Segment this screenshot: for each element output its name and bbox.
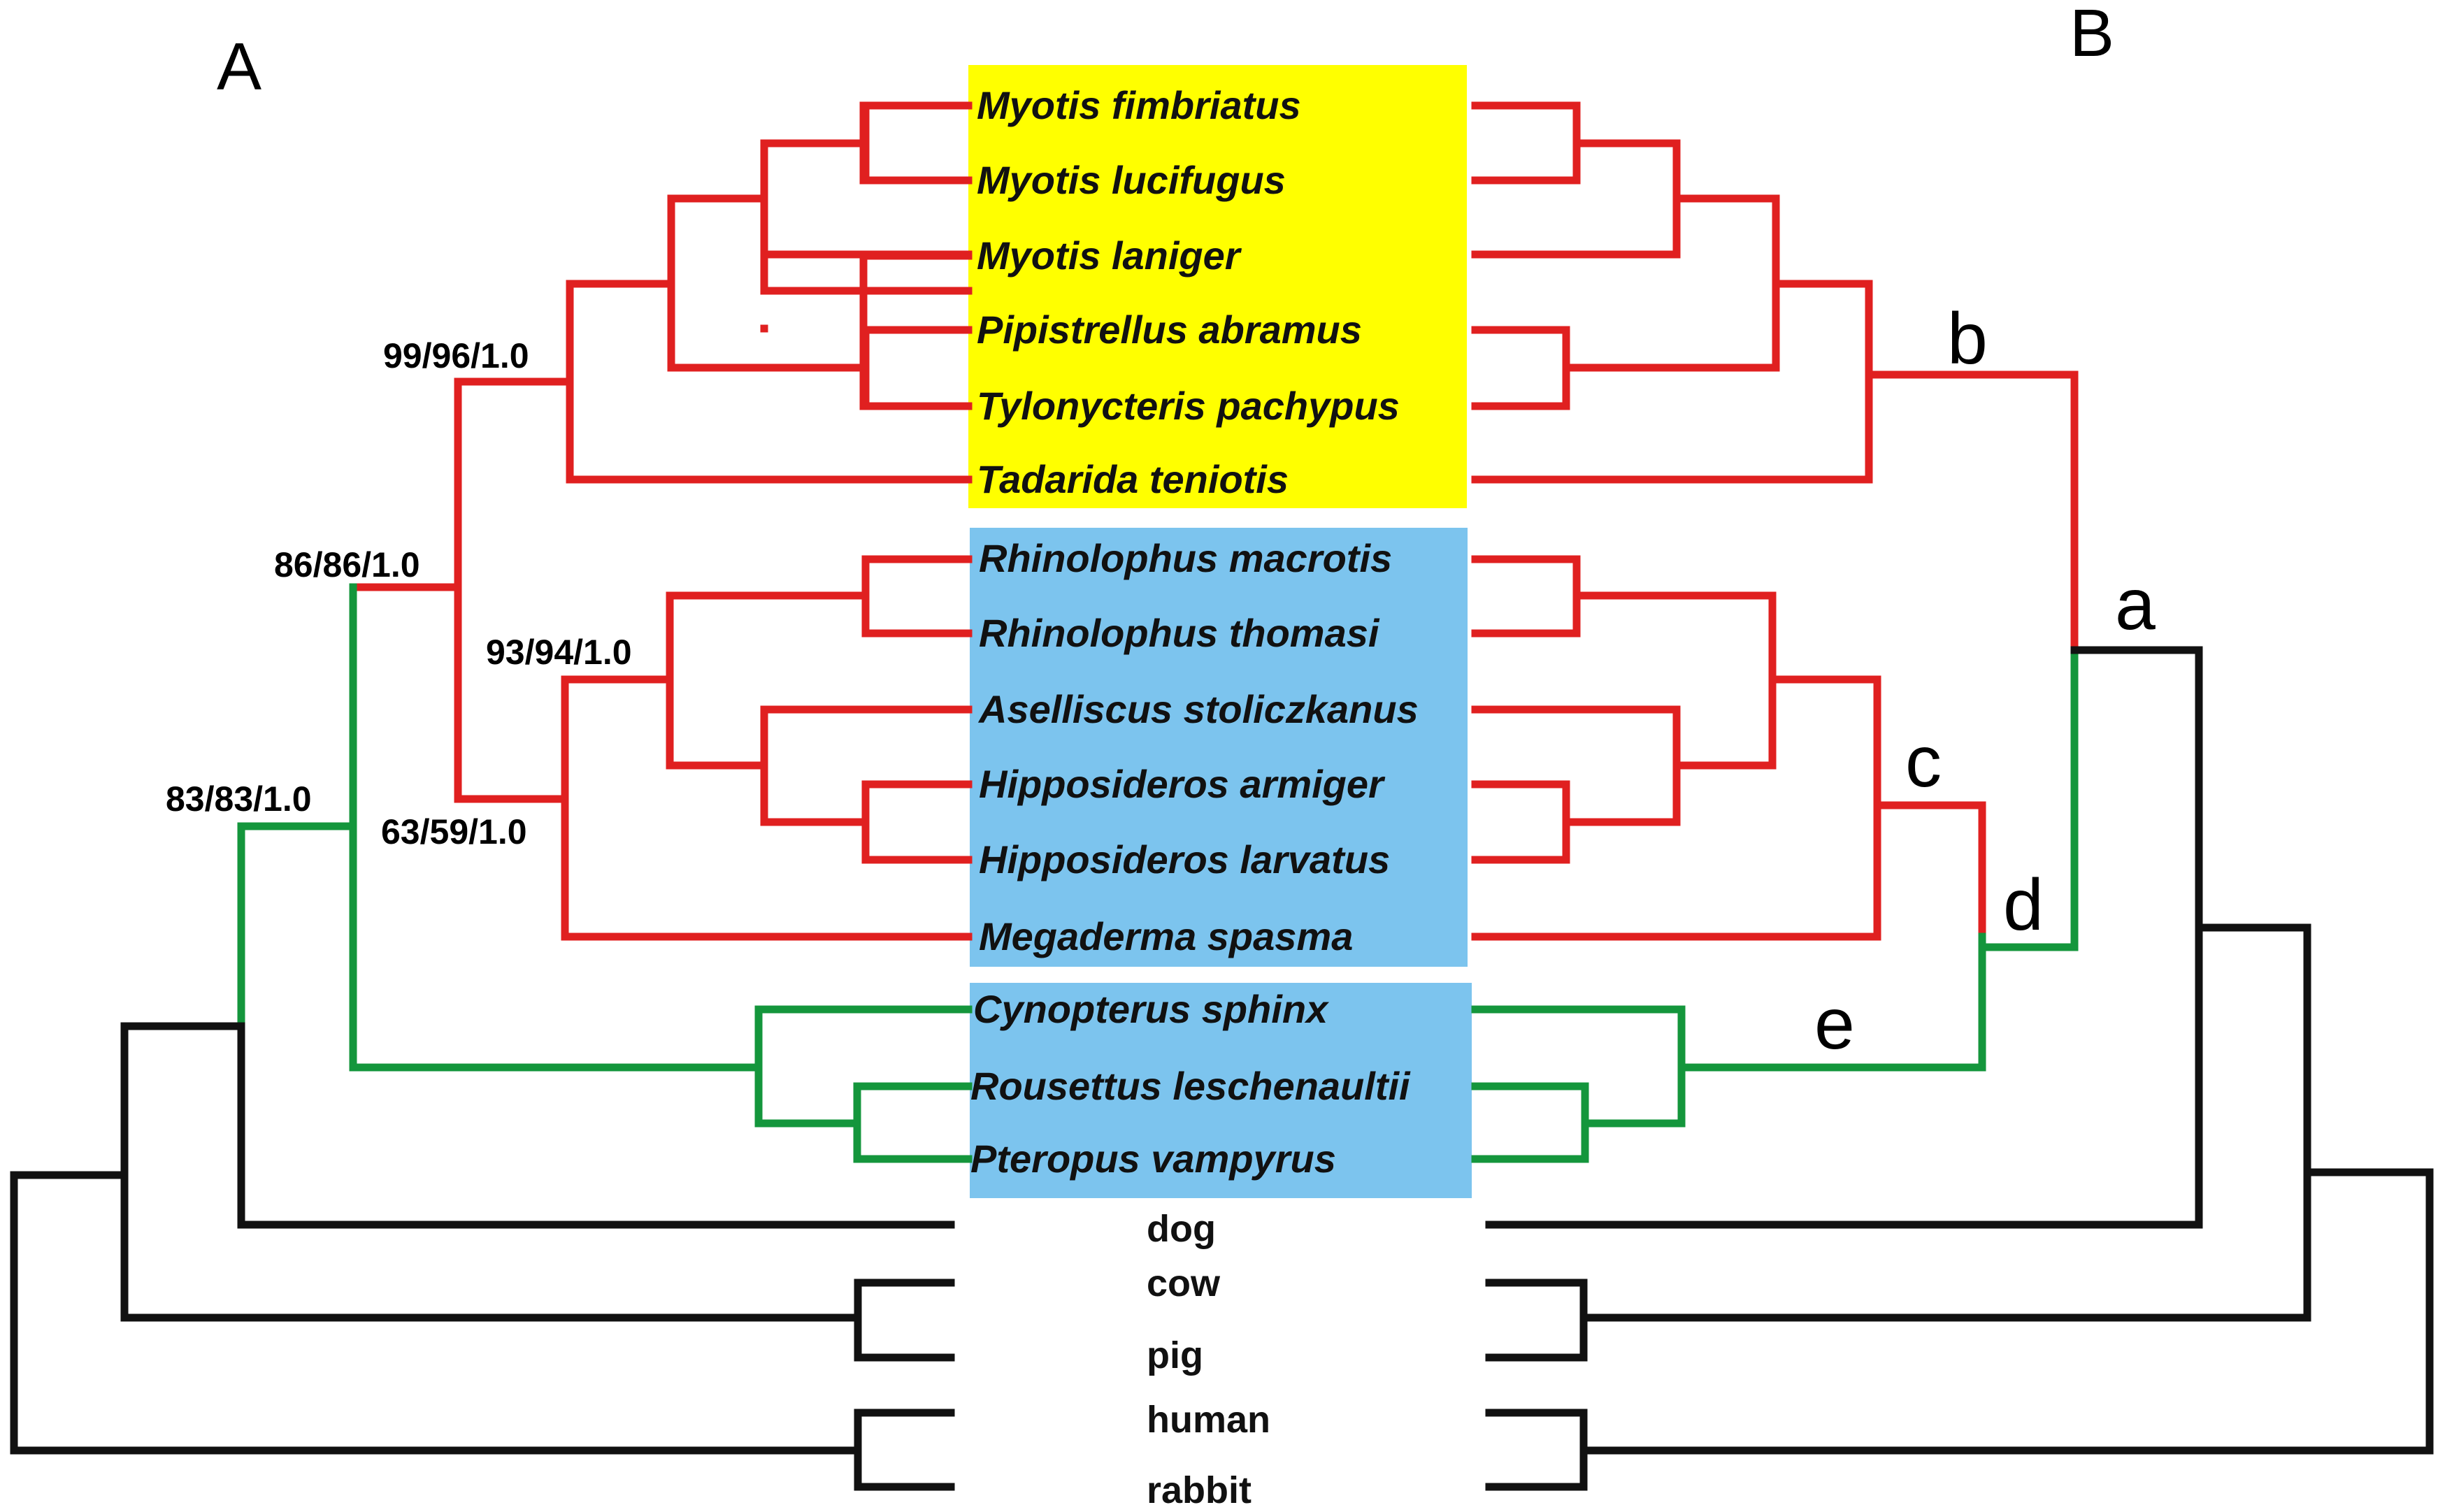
outgroup-label-rabbit: rabbit bbox=[1147, 1469, 1252, 1511]
taxon-label: Hipposideros armiger bbox=[979, 762, 1386, 806]
taxon-label: Cynopterus sphinx bbox=[973, 987, 1330, 1031]
taxon-label: Pteropus vampyrus bbox=[970, 1137, 1336, 1181]
support-bats: 83/83/1.0 bbox=[166, 779, 312, 819]
outgroup-label-cow: cow bbox=[1147, 1262, 1221, 1304]
blue-taxon-box-top bbox=[970, 528, 1468, 967]
branch-label-a: a bbox=[2115, 564, 2156, 645]
taxon-labels: Myotis fimbriatus Myotis lucifugus Myoti… bbox=[970, 83, 1419, 1181]
taxon-label: Hipposideros larvatus bbox=[979, 837, 1390, 881]
support-microbats: 86/86/1.0 bbox=[274, 545, 420, 584]
taxon-label: Rhinolophus macrotis bbox=[979, 536, 1392, 580]
branch-label-e: e bbox=[1814, 984, 1855, 1065]
outgroup-label-human: human bbox=[1147, 1399, 1270, 1441]
outgroup-labels: dog cow pig human rabbit bbox=[1147, 1208, 1270, 1511]
taxon-label: Myotis lucifugus bbox=[977, 158, 1286, 202]
tree-a bbox=[10, 101, 973, 1491]
panel-label-b: B bbox=[2070, 0, 2114, 71]
outgroup-label-pig: pig bbox=[1147, 1334, 1203, 1376]
support-rhino-megaderma: 63/59/1.0 bbox=[381, 812, 527, 851]
tree-b bbox=[1471, 101, 2434, 1491]
taxon-label: Megaderma spasma bbox=[979, 914, 1353, 958]
taxon-label: Myotis laniger bbox=[977, 233, 1242, 278]
taxon-label: Pipistrellus abramus bbox=[977, 308, 1362, 352]
taxon-label: Tadarida teniotis bbox=[977, 457, 1289, 501]
yellow-taxon-box bbox=[968, 65, 1467, 508]
taxon-label: Myotis fimbriatus bbox=[977, 83, 1301, 127]
branch-label-b: b bbox=[1947, 298, 1988, 380]
taxon-label: Tylonycteris pachypus bbox=[977, 384, 1400, 428]
support-vesper: 99/96/1.0 bbox=[383, 336, 529, 375]
taxon-label: Aselliscus stoliczkanus bbox=[977, 687, 1419, 731]
support-rhinolophoids: 93/94/1.0 bbox=[486, 633, 632, 672]
panel-label-a: A bbox=[217, 29, 261, 104]
taxon-label: Rousettus leschenaultii bbox=[970, 1064, 1411, 1108]
outgroup-label-dog: dog bbox=[1147, 1208, 1216, 1250]
taxon-label: Rhinolophus thomasi bbox=[979, 611, 1380, 655]
branch-label-c: c bbox=[1905, 721, 1942, 802]
blue-taxon-box-bottom bbox=[970, 983, 1472, 1198]
branch-label-d: d bbox=[2003, 865, 2044, 946]
